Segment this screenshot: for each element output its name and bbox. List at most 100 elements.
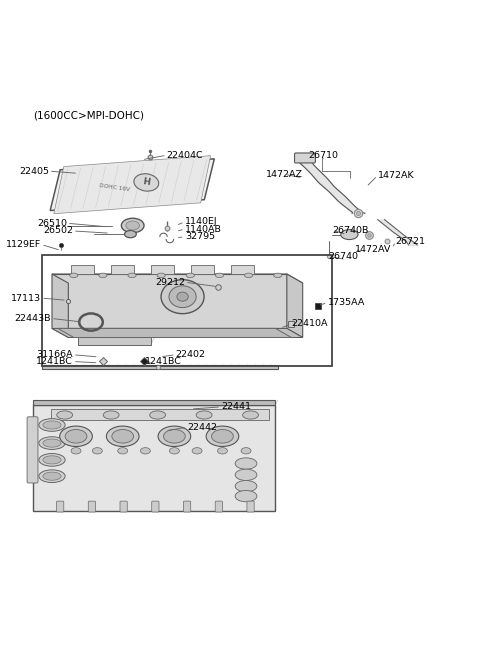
Ellipse shape bbox=[150, 411, 166, 419]
Ellipse shape bbox=[39, 437, 65, 449]
Ellipse shape bbox=[70, 273, 78, 278]
Ellipse shape bbox=[124, 231, 136, 238]
Ellipse shape bbox=[206, 426, 239, 447]
Polygon shape bbox=[51, 409, 269, 421]
Text: H: H bbox=[142, 178, 151, 187]
Polygon shape bbox=[52, 274, 287, 328]
Ellipse shape bbox=[241, 447, 251, 454]
Ellipse shape bbox=[43, 456, 61, 464]
Ellipse shape bbox=[43, 421, 61, 429]
Text: 1140EJ: 1140EJ bbox=[185, 217, 217, 227]
Polygon shape bbox=[52, 274, 68, 337]
Polygon shape bbox=[58, 328, 291, 337]
Text: 26510: 26510 bbox=[37, 219, 67, 228]
Polygon shape bbox=[78, 337, 151, 345]
FancyBboxPatch shape bbox=[88, 501, 96, 512]
Ellipse shape bbox=[244, 273, 252, 278]
Ellipse shape bbox=[164, 430, 185, 443]
Ellipse shape bbox=[43, 472, 61, 480]
Text: 26721: 26721 bbox=[396, 237, 426, 246]
Ellipse shape bbox=[140, 447, 150, 454]
Ellipse shape bbox=[212, 430, 233, 443]
Text: 22443B: 22443B bbox=[14, 314, 51, 323]
Ellipse shape bbox=[169, 447, 180, 454]
Text: 22442: 22442 bbox=[187, 422, 217, 432]
Ellipse shape bbox=[60, 426, 92, 447]
Polygon shape bbox=[72, 265, 94, 274]
Ellipse shape bbox=[157, 273, 165, 278]
Polygon shape bbox=[231, 265, 254, 274]
Polygon shape bbox=[33, 405, 276, 511]
Ellipse shape bbox=[128, 273, 136, 278]
Ellipse shape bbox=[103, 411, 119, 419]
Ellipse shape bbox=[192, 447, 202, 454]
Polygon shape bbox=[151, 265, 174, 274]
Ellipse shape bbox=[99, 273, 107, 278]
Ellipse shape bbox=[134, 174, 159, 191]
Text: 22441: 22441 bbox=[221, 402, 251, 411]
Ellipse shape bbox=[235, 481, 257, 492]
Text: 22404C: 22404C bbox=[167, 151, 204, 160]
Ellipse shape bbox=[158, 426, 191, 447]
Text: 1241BC: 1241BC bbox=[145, 357, 182, 366]
Polygon shape bbox=[50, 159, 214, 210]
Ellipse shape bbox=[71, 447, 81, 454]
Ellipse shape bbox=[341, 230, 358, 240]
Text: 1472AZ: 1472AZ bbox=[266, 170, 303, 179]
Ellipse shape bbox=[217, 447, 228, 454]
Ellipse shape bbox=[161, 280, 204, 314]
Ellipse shape bbox=[169, 286, 196, 308]
FancyBboxPatch shape bbox=[247, 501, 254, 512]
Polygon shape bbox=[111, 265, 134, 274]
Ellipse shape bbox=[186, 273, 194, 278]
FancyBboxPatch shape bbox=[295, 153, 315, 163]
Text: 32795: 32795 bbox=[185, 233, 215, 241]
Text: 31166A: 31166A bbox=[36, 350, 73, 359]
Ellipse shape bbox=[43, 439, 61, 447]
Ellipse shape bbox=[118, 447, 128, 454]
Text: 1472AV: 1472AV bbox=[355, 244, 391, 253]
Text: (1600CC>MPI-DOHC): (1600CC>MPI-DOHC) bbox=[33, 111, 144, 121]
Polygon shape bbox=[287, 274, 303, 337]
Polygon shape bbox=[33, 400, 276, 405]
Text: 26502: 26502 bbox=[43, 227, 73, 235]
Ellipse shape bbox=[39, 419, 65, 431]
Ellipse shape bbox=[177, 292, 188, 301]
FancyBboxPatch shape bbox=[27, 417, 38, 483]
Ellipse shape bbox=[92, 447, 102, 454]
Ellipse shape bbox=[39, 470, 65, 483]
FancyBboxPatch shape bbox=[215, 501, 222, 512]
Ellipse shape bbox=[235, 491, 257, 502]
Text: 1735AA: 1735AA bbox=[328, 298, 365, 307]
Ellipse shape bbox=[65, 430, 87, 443]
Polygon shape bbox=[52, 328, 303, 337]
Polygon shape bbox=[54, 156, 211, 214]
Text: 22405: 22405 bbox=[19, 166, 49, 176]
Text: 29212: 29212 bbox=[155, 278, 185, 287]
Text: 26710: 26710 bbox=[308, 151, 338, 160]
Ellipse shape bbox=[216, 273, 224, 278]
Text: 1472AK: 1472AK bbox=[377, 171, 414, 180]
Text: 26740: 26740 bbox=[328, 252, 359, 261]
Text: 17113: 17113 bbox=[11, 293, 41, 303]
Text: DOHC 16V: DOHC 16V bbox=[99, 183, 130, 193]
FancyBboxPatch shape bbox=[57, 501, 64, 512]
Ellipse shape bbox=[235, 458, 257, 469]
Text: 1129EF: 1129EF bbox=[6, 240, 41, 249]
Polygon shape bbox=[191, 265, 214, 274]
Text: 26740B: 26740B bbox=[332, 225, 369, 234]
Ellipse shape bbox=[107, 426, 139, 447]
Polygon shape bbox=[52, 274, 303, 283]
Ellipse shape bbox=[57, 411, 72, 419]
Ellipse shape bbox=[126, 221, 140, 230]
Ellipse shape bbox=[196, 411, 212, 419]
Ellipse shape bbox=[121, 218, 144, 233]
Ellipse shape bbox=[274, 273, 282, 278]
Text: 22402: 22402 bbox=[176, 350, 206, 359]
Polygon shape bbox=[42, 365, 278, 369]
Ellipse shape bbox=[39, 453, 65, 466]
Ellipse shape bbox=[242, 411, 259, 419]
Text: 1140AB: 1140AB bbox=[185, 225, 222, 234]
FancyBboxPatch shape bbox=[120, 501, 127, 512]
Text: 22410A: 22410A bbox=[291, 320, 328, 328]
